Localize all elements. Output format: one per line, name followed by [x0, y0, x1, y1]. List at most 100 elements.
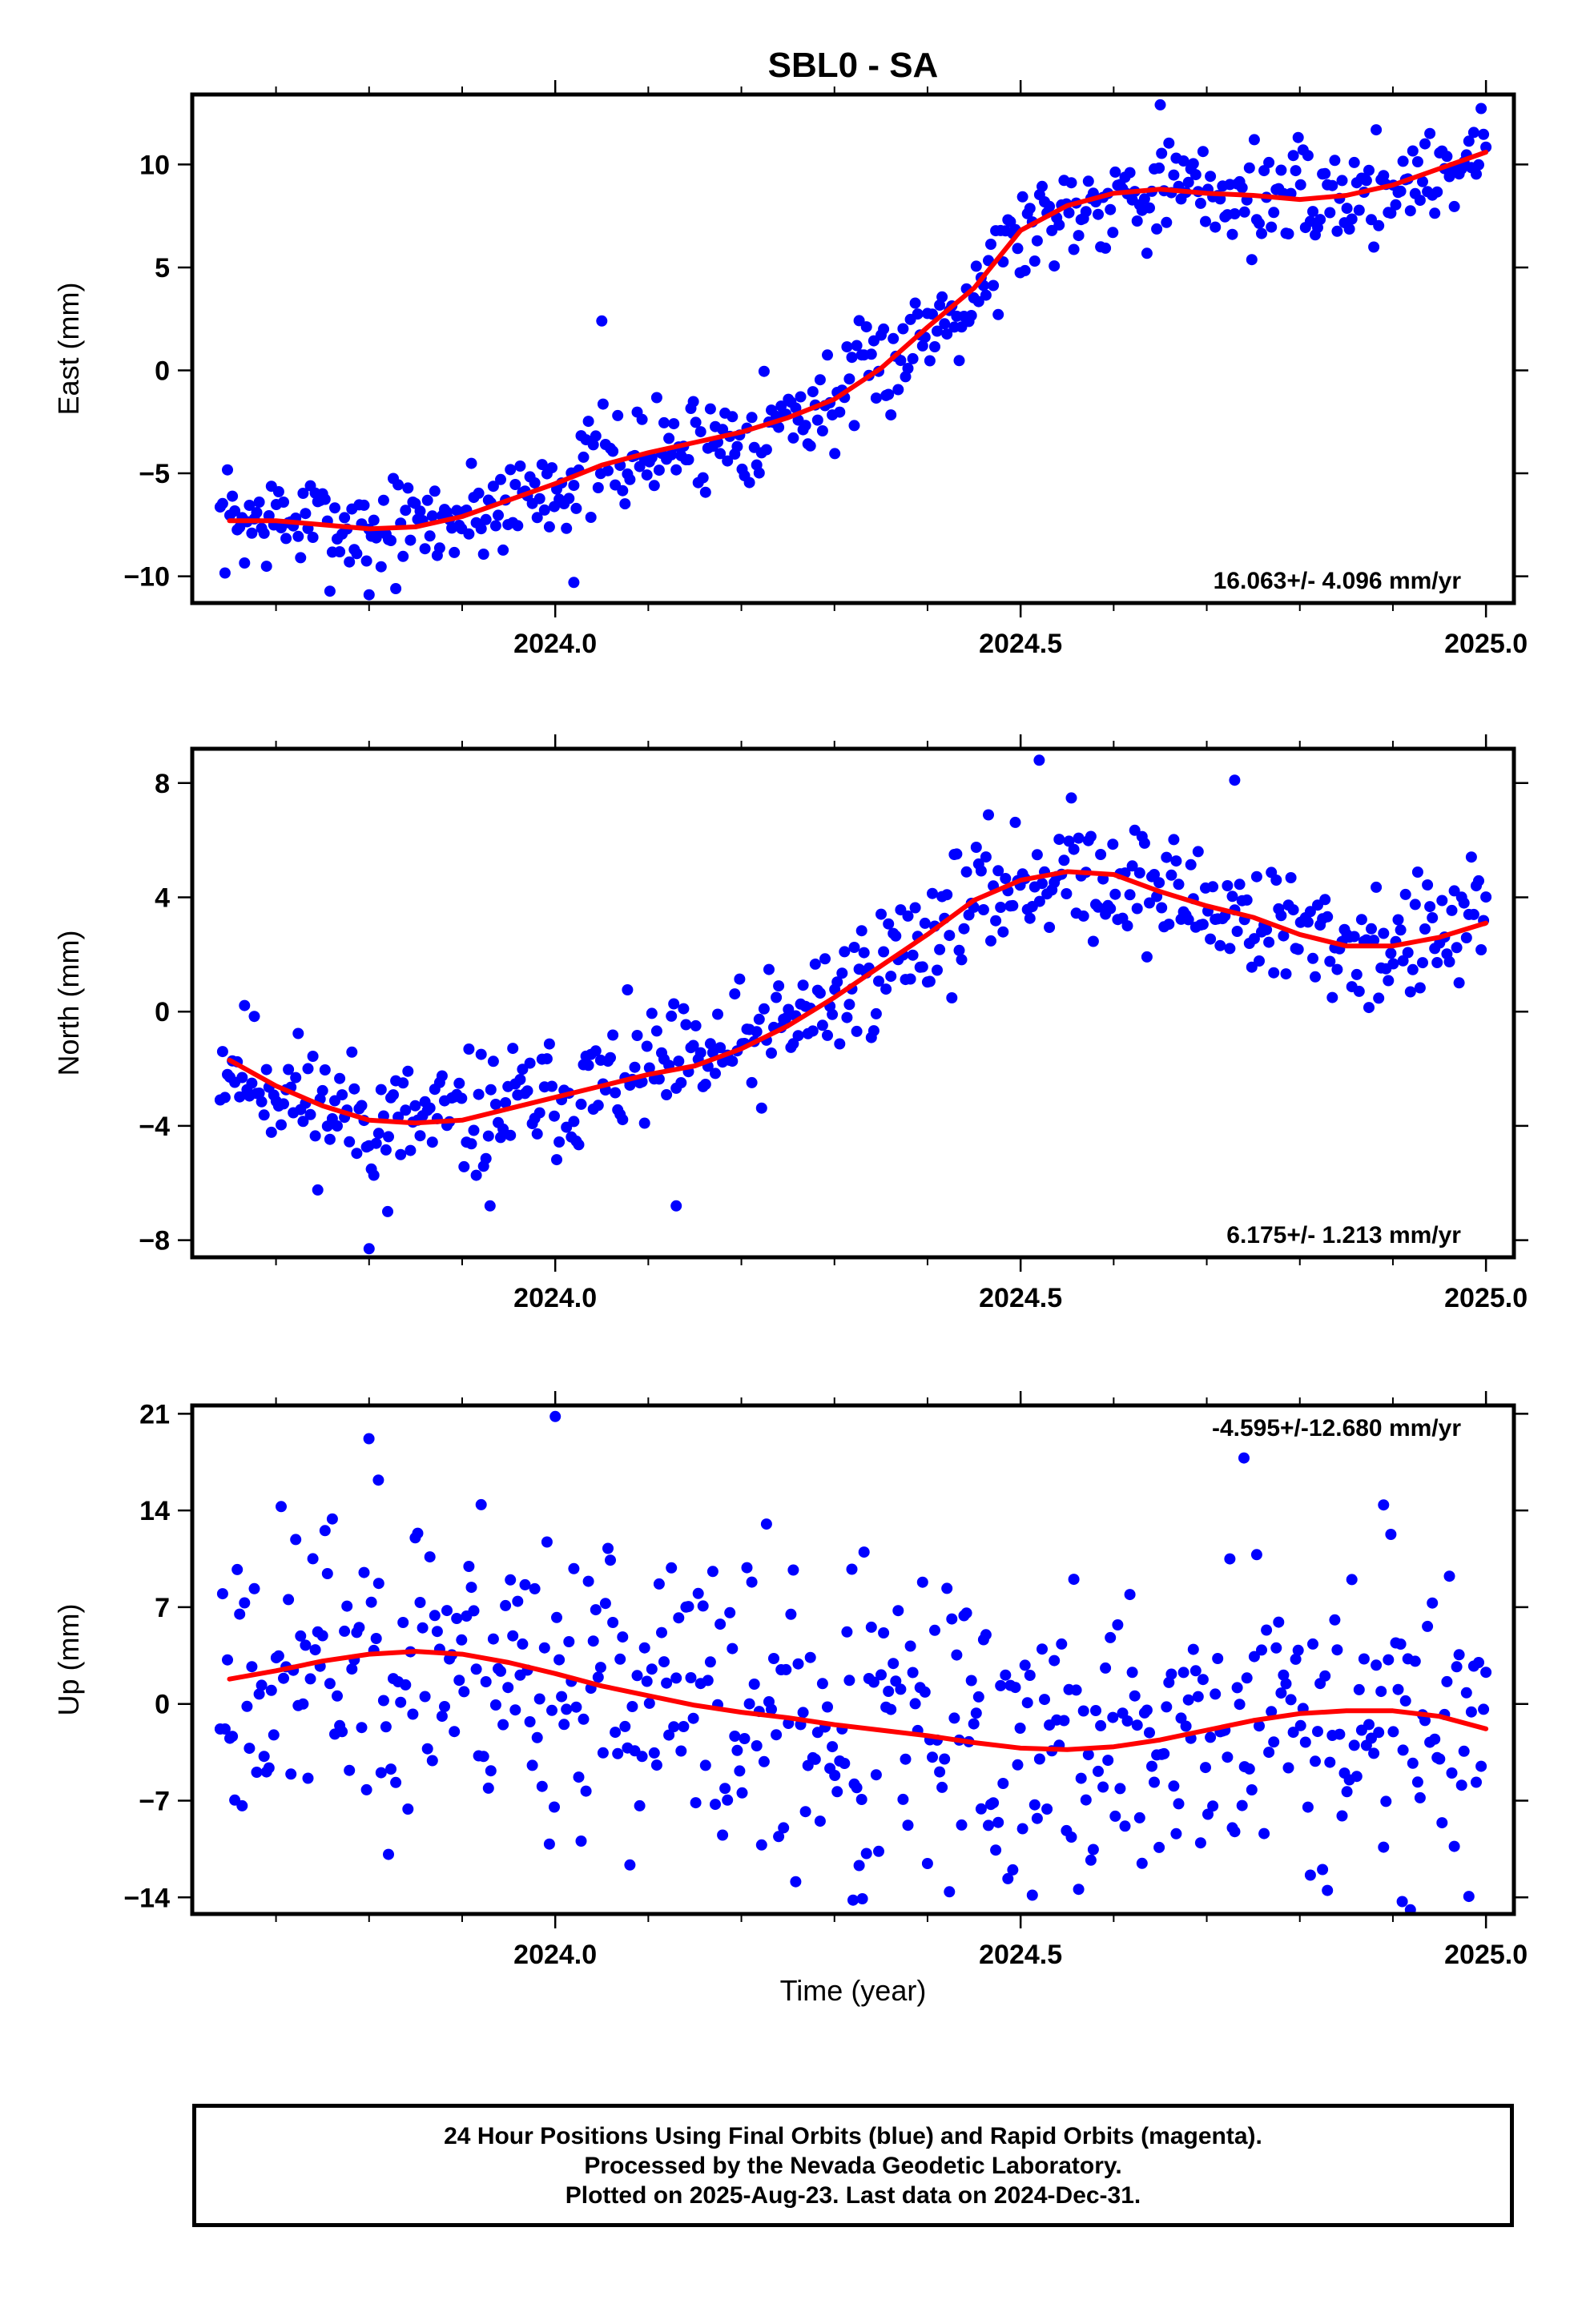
east-point [480, 513, 492, 525]
up-point [610, 1727, 622, 1739]
north-point [219, 1092, 231, 1104]
east-point [253, 497, 265, 508]
up-point [797, 1707, 809, 1719]
east-point [814, 374, 826, 386]
north-point [855, 925, 867, 937]
up-point [272, 1650, 284, 1662]
north-point [1033, 754, 1045, 766]
up-point [377, 1695, 389, 1707]
up-y-tick-label: −7 [139, 1787, 170, 1817]
up-point [1153, 1841, 1165, 1853]
north-point [297, 1116, 309, 1128]
up-point [1243, 1763, 1255, 1775]
east-point [1154, 99, 1166, 111]
east-point [897, 323, 909, 335]
north-point [1163, 919, 1175, 931]
north-point [653, 1073, 665, 1085]
up-point [546, 1704, 557, 1716]
north-point [1350, 968, 1363, 980]
up-point [1287, 1727, 1299, 1739]
up-point [285, 1768, 297, 1780]
east-point [1205, 171, 1217, 183]
up-point [1236, 1799, 1248, 1811]
north-point [348, 1083, 360, 1095]
up-point [341, 1600, 353, 1612]
north-point [1168, 834, 1180, 846]
east-point [1341, 203, 1353, 215]
east-point [529, 477, 541, 489]
north-point [1068, 843, 1080, 855]
north-point [1473, 875, 1484, 887]
up-point [1180, 1720, 1192, 1732]
up-point [531, 1731, 543, 1743]
up-point [847, 1894, 859, 1906]
east-point [1336, 175, 1348, 187]
up-point [1177, 1667, 1189, 1679]
north-point [1095, 849, 1107, 860]
up-point [919, 1686, 931, 1698]
north-point [521, 1085, 533, 1097]
chart-title: SBL0 - SA [768, 46, 939, 85]
up-x-tick-label: 2025.0 [1444, 1940, 1528, 1970]
up-x-tick-label: 2024.0 [513, 1940, 597, 1970]
up-point [1165, 1668, 1177, 1680]
east-point [246, 527, 258, 539]
north-point [848, 942, 860, 953]
up-point [1248, 1651, 1260, 1663]
east-point [650, 392, 662, 404]
up-point [1319, 1670, 1331, 1682]
north-point [1087, 935, 1099, 947]
up-point [1285, 1694, 1297, 1706]
north-point [1031, 849, 1043, 861]
east-point [596, 315, 608, 327]
up-point [383, 1848, 394, 1860]
up-point [1378, 1841, 1390, 1853]
north-point [426, 1136, 438, 1148]
up-point [553, 1654, 566, 1666]
up-point [873, 1845, 884, 1857]
north-point [260, 1063, 272, 1076]
east-point [292, 530, 304, 542]
east-point [351, 548, 363, 560]
east-point [1395, 185, 1407, 197]
up-point [682, 1601, 694, 1613]
up-point [780, 1663, 792, 1675]
east-point [509, 479, 521, 490]
east-point [641, 469, 653, 481]
up-point [1090, 1705, 1101, 1716]
north-point [983, 809, 994, 821]
north-point [480, 1152, 492, 1164]
east-point [636, 413, 648, 425]
up-point [1238, 1452, 1250, 1464]
up-point [809, 1753, 821, 1765]
up-point [790, 1876, 802, 1888]
north-point [895, 904, 907, 916]
up-point [965, 1675, 977, 1687]
up-point [1224, 1553, 1236, 1565]
north-point [1480, 891, 1492, 903]
east-point [1151, 223, 1163, 235]
north-point [1141, 951, 1153, 963]
up-point [1041, 1803, 1053, 1815]
north-point [1165, 869, 1177, 881]
up-point [714, 1618, 727, 1630]
east-point [1053, 219, 1065, 231]
east-point [988, 279, 1000, 292]
up-point [743, 1698, 755, 1710]
up-point [816, 1678, 828, 1690]
north-point [549, 1110, 560, 1122]
east-point [1287, 150, 1299, 162]
east-point [1373, 219, 1385, 231]
north-point [1353, 985, 1365, 997]
up-point [1161, 1701, 1173, 1713]
east-point [1268, 207, 1280, 219]
up-rate-label: -4.595+/-12.680 mm/yr [1212, 1415, 1461, 1441]
up-point [851, 1782, 863, 1794]
north-point [400, 1104, 412, 1116]
up-point [841, 1626, 853, 1638]
north-point [753, 1013, 765, 1025]
east-point [1411, 156, 1423, 167]
up-point [1334, 1728, 1346, 1740]
north-point [1397, 955, 1409, 967]
east-point [493, 509, 504, 521]
